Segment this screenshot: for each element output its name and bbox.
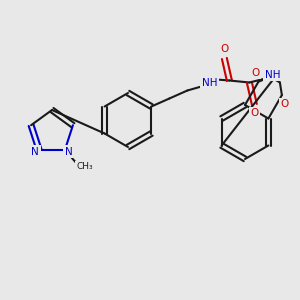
Text: O: O xyxy=(281,99,289,109)
Text: NH: NH xyxy=(202,77,217,88)
Text: O: O xyxy=(250,109,259,118)
Text: O: O xyxy=(220,44,229,55)
Text: CH₃: CH₃ xyxy=(76,162,93,171)
Text: N: N xyxy=(31,147,39,157)
Text: N: N xyxy=(65,147,73,157)
Text: NH: NH xyxy=(265,70,280,80)
Text: O: O xyxy=(251,68,260,78)
